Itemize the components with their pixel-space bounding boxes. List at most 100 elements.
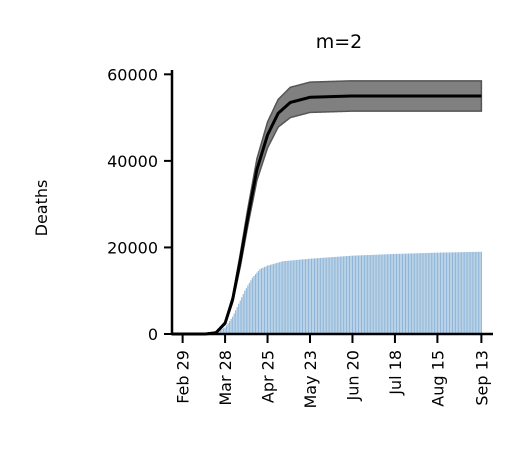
bar [313,258,316,334]
bar [235,310,237,334]
bar [292,260,294,334]
bar [421,253,423,334]
bar [465,252,467,334]
bar [362,255,364,334]
bar [432,252,434,334]
bar [294,260,296,334]
bar [253,276,255,334]
bar [259,269,261,334]
bar [254,274,256,334]
bar [420,253,422,334]
bar [330,257,332,334]
bar [307,258,310,334]
bar [312,258,314,334]
bar [467,252,469,334]
bar [388,254,390,334]
bar [436,252,438,334]
bar [426,252,428,334]
bar [462,252,464,334]
bar [256,272,258,334]
x-tick-label: Sep 13 [472,350,491,406]
y-tick-label: 20000 [107,238,158,257]
bar [470,251,472,334]
bar [350,255,352,334]
bar [357,255,360,334]
bar [251,277,253,334]
bar [441,252,443,334]
bar [461,252,463,334]
bar [452,252,454,334]
bar [230,318,232,334]
bar [415,253,417,334]
bar [394,253,396,334]
bar [380,254,382,334]
bar [345,256,347,334]
bar [327,257,329,334]
bar [383,254,385,334]
bar [321,257,323,334]
bar [306,258,308,334]
bar [291,260,293,334]
bar [309,258,311,334]
bar [365,255,367,334]
bar [265,266,267,334]
bar [424,253,426,334]
bar [401,253,404,334]
bar [262,267,264,334]
uncertainty-band [172,80,483,335]
bar [376,254,378,334]
bar [444,252,446,334]
bar [382,254,384,334]
bar [342,256,344,334]
y-tick-label: 0 [148,325,158,344]
bar [445,252,448,334]
bar [222,328,225,334]
bar [310,258,313,334]
band-group [172,80,483,335]
bar [227,323,229,334]
bar [408,253,410,334]
x-tick-label: Feb 29 [174,350,193,404]
bar [236,306,238,334]
y-axis-label: Deaths [32,180,51,237]
bar [359,255,361,334]
bar [271,264,273,334]
bar [304,259,307,334]
bar [468,252,470,334]
bar [266,265,269,334]
bar [368,254,370,334]
bar [282,261,284,334]
bar [353,255,355,334]
bar [295,259,297,334]
bar [344,256,346,334]
bar [224,327,226,334]
bar [442,252,445,334]
bar [448,252,451,334]
bar [315,258,317,334]
bar [348,255,351,334]
bar [427,252,429,334]
bar [480,251,482,334]
bar [257,270,260,334]
bar [241,297,243,334]
bar [245,288,247,334]
bar [379,254,381,334]
bar [339,256,341,334]
bar [414,253,416,334]
bar [303,259,305,334]
bar [297,259,299,334]
bar [280,261,282,334]
bars-group [185,251,482,334]
bar [403,253,405,334]
bar [242,293,244,334]
bar [417,253,419,334]
bar [435,252,437,334]
bar [239,300,241,334]
bar [370,254,372,334]
x-tick-label: Mar 28 [216,350,235,406]
bar [326,257,328,334]
bar [329,257,331,334]
chart-title: m=2 [316,31,363,53]
bar [361,255,363,334]
